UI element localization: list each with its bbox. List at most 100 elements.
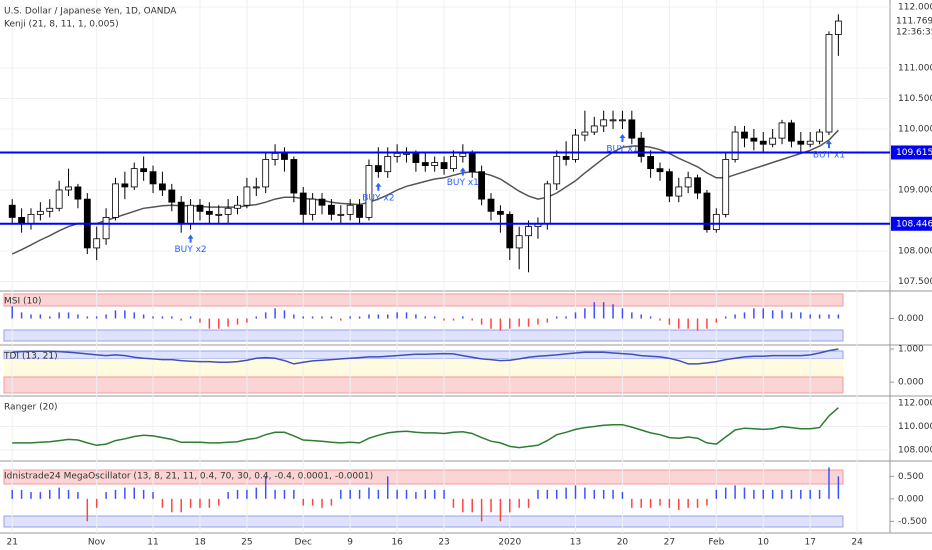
candle-body <box>450 156 457 170</box>
bar <box>227 318 229 327</box>
bar <box>49 316 51 319</box>
bar <box>659 498 661 506</box>
bar <box>11 489 13 499</box>
bar <box>180 318 182 321</box>
bar <box>349 316 351 319</box>
bar <box>171 498 173 513</box>
bar <box>180 498 182 513</box>
y-tick-label: 110.000 <box>898 422 932 432</box>
y-tick-label: 0.500 <box>898 472 924 482</box>
candle-body <box>440 162 448 170</box>
bar <box>293 314 295 319</box>
candle-body <box>600 119 608 127</box>
candle-body <box>788 122 795 142</box>
candle-body <box>703 192 711 231</box>
y-tick-label: 0.000 <box>898 378 924 388</box>
candle-body <box>741 131 748 139</box>
bar <box>546 318 549 323</box>
candle-body <box>8 204 16 218</box>
bar <box>433 489 436 499</box>
x-tick-label: 27 <box>664 538 675 548</box>
bar <box>358 489 361 499</box>
x-tick-label: Feb <box>708 538 724 548</box>
last-price-label: 111.769 <box>896 17 932 27</box>
bar <box>649 498 652 508</box>
bar <box>715 489 718 499</box>
x-tick-label: 17 <box>804 538 815 548</box>
x-tick-label: 20 <box>617 538 629 548</box>
candle-body <box>46 207 54 212</box>
bar <box>396 312 398 319</box>
bar <box>311 316 314 319</box>
bar <box>405 312 408 319</box>
bar <box>67 489 70 499</box>
bar <box>199 498 201 508</box>
bar <box>161 498 164 508</box>
bar <box>781 310 783 319</box>
candle-body <box>553 156 561 185</box>
bar <box>30 314 32 319</box>
bar <box>555 489 558 499</box>
bar <box>283 489 286 499</box>
bar <box>837 314 840 319</box>
bar <box>377 314 380 319</box>
candle-body <box>647 156 655 170</box>
candle-body <box>722 159 730 215</box>
bar <box>114 310 117 319</box>
msi-upper-zone <box>3 293 844 307</box>
bar <box>621 308 624 319</box>
bar <box>715 318 718 323</box>
bar <box>668 318 671 325</box>
bar <box>762 308 765 319</box>
buy-arrow <box>619 133 626 142</box>
bar <box>340 489 342 499</box>
candle-body <box>393 152 401 157</box>
bar <box>386 314 389 319</box>
bar <box>612 304 614 319</box>
bar <box>152 316 154 319</box>
bar <box>105 314 107 319</box>
candle-body <box>374 165 382 173</box>
candle-body <box>18 217 25 224</box>
bar <box>574 312 577 319</box>
bar <box>724 316 727 319</box>
candle-body <box>290 159 298 194</box>
bar <box>321 316 323 319</box>
candle-body <box>694 177 701 194</box>
candle-body <box>619 119 626 122</box>
candle-body <box>506 213 514 249</box>
candle-body <box>431 162 439 166</box>
candle-body <box>243 186 251 206</box>
bar <box>424 316 427 319</box>
bar <box>706 318 708 329</box>
bar <box>358 316 361 319</box>
indicator-label: Kenji (21, 8, 11, 1, 0.005) <box>4 20 119 30</box>
bar <box>386 476 389 499</box>
y-tick-label: 111.000 <box>898 64 932 74</box>
candle-body <box>112 183 119 218</box>
bar <box>743 487 746 499</box>
bar <box>443 318 445 321</box>
bar <box>480 318 483 325</box>
bar <box>20 312 23 319</box>
candle-body <box>65 186 72 191</box>
bar <box>828 314 830 319</box>
last-price-box <box>891 14 932 37</box>
bar <box>133 487 136 499</box>
candle-body <box>665 171 673 197</box>
x-tick-label: 24 <box>851 538 863 548</box>
bar <box>537 489 539 499</box>
bar <box>771 310 774 319</box>
candle-body <box>628 119 636 139</box>
candle-body <box>487 198 495 212</box>
candle-body <box>656 168 664 173</box>
bar <box>753 489 755 499</box>
bar <box>734 314 736 319</box>
candle-body <box>459 152 467 157</box>
level-label: 108.446 <box>896 219 932 229</box>
pane-title: Idnistrade24 MegaOscillator (13, 8, 21, … <box>4 472 373 482</box>
y-tick-label: 0.000 <box>898 314 924 324</box>
candle-body <box>609 119 617 122</box>
bar <box>396 489 398 499</box>
mega-lower-zone <box>3 515 844 528</box>
